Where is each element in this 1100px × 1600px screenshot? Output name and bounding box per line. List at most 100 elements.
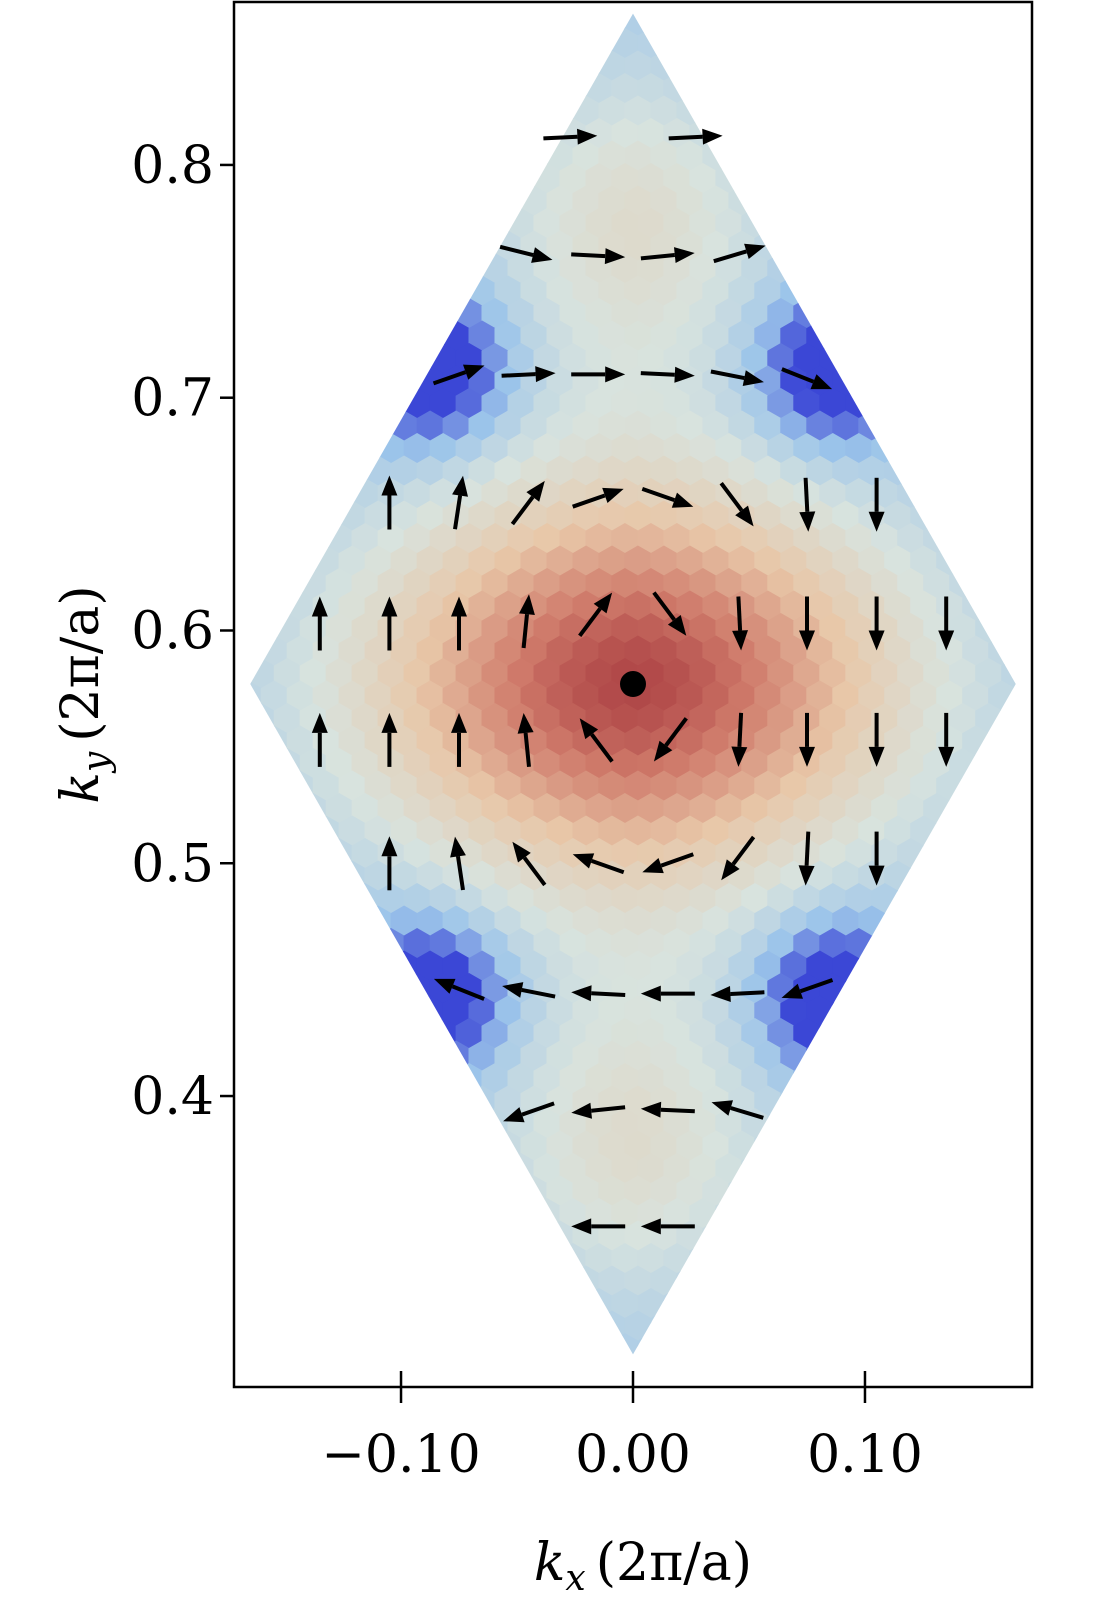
heatmap-cell: [273, 883, 301, 915]
heatmap-cell: [767, 613, 795, 645]
heatmap-cell: [533, 928, 561, 960]
heatmap-cell: [637, 568, 665, 600]
heatmap-cell: [923, 73, 951, 105]
heatmap-cell: [390, 185, 418, 217]
heatmap-cell: [403, 163, 431, 195]
heatmap-cell: [676, 455, 704, 487]
heatmap-cell: [819, 118, 847, 150]
heatmap-cell: [1001, 433, 1016, 465]
heatmap-cell: [351, 118, 379, 150]
heatmap-cell: [767, 793, 795, 825]
heatmap-cell: [312, 185, 340, 217]
heatmap-cell: [351, 1288, 379, 1320]
heatmap-cell: [988, 1265, 1016, 1297]
heatmap-cell: [416, 545, 444, 577]
heatmap-cell: [845, 343, 873, 375]
heatmap-cell: [598, 13, 626, 37]
heatmap-cell: [455, 1198, 483, 1230]
heatmap-cell: [546, 770, 574, 802]
heatmap-cell: [559, 703, 587, 735]
heatmap-cell: [832, 815, 860, 847]
heatmap-cell: [260, 1265, 288, 1297]
heatmap-cell: [663, 298, 691, 330]
heatmap-cell: [1014, 1265, 1016, 1297]
heatmap-cell: [689, 1108, 717, 1140]
heatmap-cell: [598, 1265, 626, 1297]
heatmap-cell: [832, 500, 860, 532]
heatmap-cell: [377, 568, 405, 600]
heatmap-cell: [845, 973, 873, 1005]
heatmap-cell: [481, 298, 509, 330]
heatmap-cell: [793, 1153, 821, 1185]
heatmap-cell: [507, 28, 535, 60]
heatmap-cell: [806, 1310, 834, 1342]
heatmap-cell: [650, 680, 678, 712]
heatmap-cell: [286, 185, 314, 217]
heatmap-cell: [871, 928, 899, 960]
heatmap-cell: [364, 320, 392, 352]
heatmap-cell: [910, 455, 938, 487]
heatmap-cell: [416, 185, 444, 217]
heatmap-cell: [962, 1085, 990, 1117]
heatmap-cell: [377, 118, 405, 150]
heatmap-cell: [312, 320, 340, 352]
heatmap-cell: [819, 523, 847, 555]
heatmap-cell: [429, 478, 457, 510]
heatmap-cell: [286, 680, 314, 712]
heatmap-cell: [572, 1310, 600, 1342]
heatmap-cell: [338, 905, 366, 937]
heatmap-cell: [845, 1198, 873, 1230]
heatmap-cell: [299, 28, 327, 60]
heatmap-cell: [455, 388, 483, 420]
heatmap-cell: [533, 1333, 561, 1355]
heatmap-cell: [988, 545, 1016, 577]
heatmap-cell: [286, 1220, 314, 1252]
heatmap-cell: [780, 1130, 808, 1162]
heatmap-cell: [819, 478, 847, 510]
heatmap-cell: [429, 208, 457, 240]
heatmap-cell: [611, 883, 639, 915]
heatmap-cell: [962, 635, 990, 667]
heatmap-cell: [390, 13, 418, 37]
heatmap-cell: [897, 73, 925, 105]
heatmap-cell: [819, 1108, 847, 1140]
heatmap-cell: [1001, 343, 1016, 375]
heatmap-cell: [572, 950, 600, 982]
heatmap-cell: [250, 590, 262, 622]
heatmap-cell: [624, 725, 652, 757]
heatmap-cell: [494, 275, 522, 307]
heatmap-cell: [897, 388, 925, 420]
heatmap-cell: [390, 365, 418, 397]
vector-arrow: [938, 596, 955, 651]
heatmap-cell: [585, 163, 613, 195]
heatmap-cell: [988, 95, 1016, 127]
heatmap-cell: [325, 73, 353, 105]
heatmap-cell: [949, 253, 977, 285]
heatmap-cell: [923, 1333, 951, 1355]
heatmap-cell: [845, 703, 873, 735]
heatmap-cell: [663, 433, 691, 465]
heatmap-cell: [351, 793, 379, 825]
heatmap-cell: [429, 1153, 457, 1185]
heatmap-cell: [988, 905, 1016, 937]
heatmap-cell: [884, 230, 912, 262]
heatmap-cell: [897, 883, 925, 915]
heatmap-cell: [273, 163, 301, 195]
heatmap-cell: [962, 455, 990, 487]
heatmap-cell: [351, 1153, 379, 1185]
heatmap-cell: [1001, 1108, 1016, 1140]
heatmap-cell: [702, 590, 730, 622]
heatmap-cell: [962, 1130, 990, 1162]
heatmap-cell: [780, 320, 808, 352]
heatmap-cell: [442, 13, 470, 37]
heatmap-cell: [364, 770, 392, 802]
heatmap-cell: [559, 343, 587, 375]
heatmap-cell: [689, 1288, 717, 1320]
heatmap-cell: [806, 410, 834, 442]
heatmap-cell: [936, 1310, 964, 1342]
heatmap-cell: [442, 1130, 470, 1162]
heatmap-cell: [936, 95, 964, 127]
heatmap-cell: [416, 320, 444, 352]
heatmap-cell: [351, 163, 379, 195]
heatmap-cell: [250, 1288, 275, 1320]
